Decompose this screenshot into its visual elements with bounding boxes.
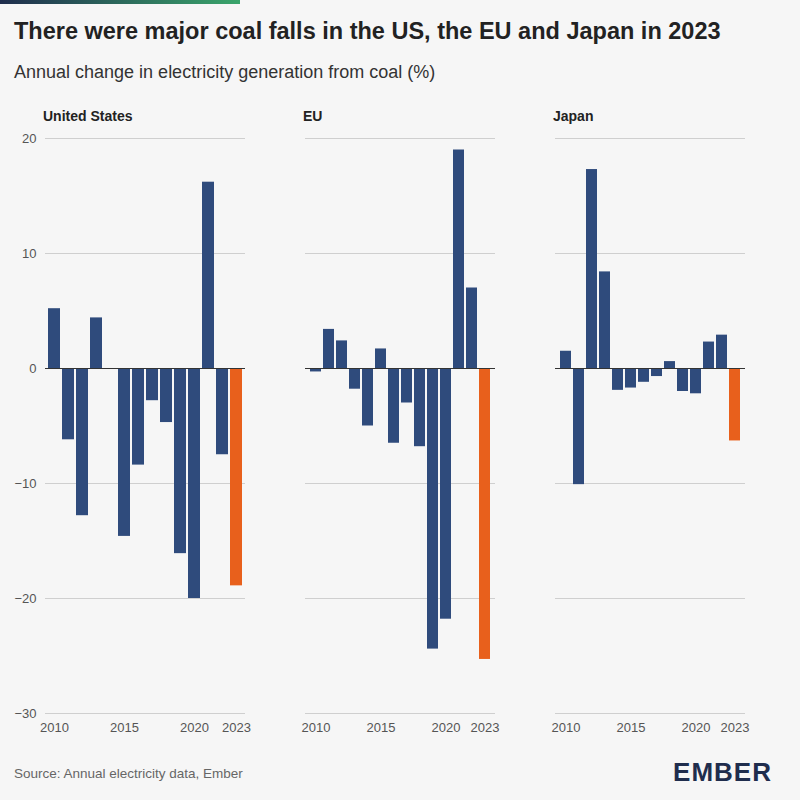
svg-text:−10: −10 — [14, 476, 36, 491]
svg-text:2015: 2015 — [110, 720, 139, 735]
html-text:United States: United States — [43, 108, 133, 124]
svg-text:2015: 2015 — [367, 720, 396, 735]
svg-text:2020: 2020 — [180, 720, 209, 735]
svg-text:20: 20 — [22, 131, 36, 146]
html-text:EMBER: EMBER — [673, 757, 772, 787]
svg-text:2023: 2023 — [721, 720, 750, 735]
svg-text:0: 0 — [29, 361, 36, 376]
svg-text:2010: 2010 — [552, 720, 581, 735]
svg-text:2010: 2010 — [302, 720, 331, 735]
svg-text:2023: 2023 — [471, 720, 500, 735]
svg-text:2023: 2023 — [222, 720, 251, 735]
svg-text:−20: −20 — [14, 591, 36, 606]
svg-text:2020: 2020 — [432, 720, 461, 735]
svg-text:2010: 2010 — [40, 720, 69, 735]
html-text:Source: Annual electricity dat: Source: Annual electricity data, Ember — [14, 766, 243, 781]
html-text:There were major coal falls in: There were major coal falls in the US, t… — [14, 18, 721, 44]
svg-text:2020: 2020 — [682, 720, 711, 735]
html-text:Japan: Japan — [553, 108, 594, 124]
svg-text:10: 10 — [22, 246, 36, 261]
svg-text:−30: −30 — [14, 706, 36, 721]
svg-text:2015: 2015 — [617, 720, 646, 735]
html-text:Annual change in electricity g: Annual change in electricity generation … — [14, 62, 436, 82]
html-text:EU: EU — [303, 108, 323, 124]
